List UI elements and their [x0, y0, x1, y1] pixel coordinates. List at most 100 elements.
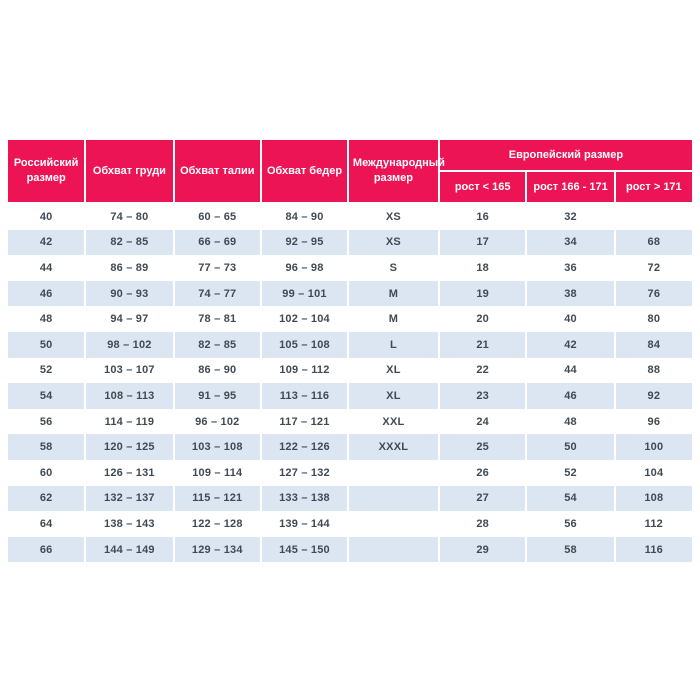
size-table-body: 40 74 – 80 60 – 65 84 – 90 XS 16 32 42 82 – 85 66…: [8, 203, 692, 563]
table-cell: 96: [614, 408, 692, 435]
table-cell: XS: [347, 229, 440, 256]
table-row: 58 120 – 125 103 – 108 122 – 126 XXXL 25 50 100: [8, 434, 692, 460]
header-height-lt-165: рост < 165: [438, 171, 528, 204]
table-cell: 96 – 102: [173, 408, 263, 435]
table-cell: 82 – 85: [173, 331, 263, 358]
table-row: 42 82 – 85 66 – 69 92 – 95 XS 17 34 68: [8, 229, 692, 256]
table-cell: 145 – 150: [261, 536, 349, 563]
table-cell: 108 – 113: [85, 383, 175, 409]
table-row: 40 74 – 80 60 – 65 84 – 90 XS 16 32: [8, 203, 692, 230]
header-hips: Обхват бедер: [261, 140, 349, 204]
table-cell: XXXL: [347, 434, 440, 460]
table-cell: XL: [347, 383, 440, 409]
table-cell: 66 – 69: [173, 229, 263, 256]
table-cell: 54: [526, 485, 616, 512]
table-cell: 104: [614, 459, 692, 486]
table-cell: 64: [8, 511, 87, 537]
table-row: 52 103 – 107 86 – 90 109 – 112 XL 22 44 88: [8, 357, 692, 384]
table-cell: 54: [8, 383, 87, 409]
header-chest: Обхват груди: [85, 140, 175, 204]
table-cell: 103 – 107: [85, 357, 175, 384]
table-cell: [347, 536, 440, 563]
table-cell: 72: [614, 255, 692, 281]
header-height-166-171: рост 166 - 171: [526, 171, 616, 204]
table-cell: 109 – 114: [173, 459, 263, 486]
table-cell: 76: [614, 280, 692, 307]
table-cell: 80: [614, 306, 692, 332]
table-row: 50 98 – 102 82 – 85 105 – 108 L 21 42 84: [8, 331, 692, 358]
table-cell: 18: [438, 255, 528, 281]
table-cell: 86 – 90: [173, 357, 263, 384]
table-cell: XXL: [347, 408, 440, 435]
table-cell: 98 – 102: [85, 331, 175, 358]
table-cell: M: [347, 306, 440, 332]
size-table: Российский размер Обхват груди Обхват та…: [8, 140, 692, 563]
table-cell: XS: [347, 203, 440, 230]
table-cell: 132 – 137: [85, 485, 175, 512]
table-cell: 102 – 104: [261, 306, 349, 332]
table-cell: 96 – 98: [261, 255, 349, 281]
table-cell: XL: [347, 357, 440, 384]
table-cell: 122 – 128: [173, 511, 263, 537]
table-cell: 42: [526, 331, 616, 358]
table-cell: 58: [526, 536, 616, 563]
table-row: 48 94 – 97 78 – 81 102 – 104 M 20 40 80: [8, 306, 692, 332]
table-cell: [347, 459, 440, 486]
table-cell: 52: [526, 459, 616, 486]
table-cell: 115 – 121: [173, 485, 263, 512]
header-row-main: Российский размер Обхват груди Обхват та…: [8, 140, 692, 204]
table-cell: 20: [438, 306, 528, 332]
table-cell: 60: [8, 459, 87, 486]
table-cell: 74 – 80: [85, 203, 175, 230]
table-cell: L: [347, 331, 440, 358]
table-cell: 114 – 119: [85, 408, 175, 435]
table-cell: 44: [8, 255, 87, 281]
table-cell: 52: [8, 357, 87, 384]
table-cell: 40: [526, 306, 616, 332]
table-cell: 25: [438, 434, 528, 460]
table-cell: 40: [8, 203, 87, 230]
table-cell: 22: [438, 357, 528, 384]
table-cell: S: [347, 255, 440, 281]
table-cell: 92: [614, 383, 692, 409]
table-cell: 34: [526, 229, 616, 256]
table-cell: 23: [438, 383, 528, 409]
table-cell: 50: [526, 434, 616, 460]
header-height-gt-171: рост > 171: [614, 171, 692, 204]
table-cell: 46: [526, 383, 616, 409]
table-cell: 26: [438, 459, 528, 486]
table-cell: 94 – 97: [85, 306, 175, 332]
table-row: 46 90 – 93 74 – 77 99 – 101 M 19 38 76: [8, 280, 692, 307]
table-cell: 28: [438, 511, 528, 537]
header-international-size: Международный размер: [347, 140, 445, 204]
table-cell: 84 – 90: [261, 203, 349, 230]
table-cell: 133 – 138: [261, 485, 349, 512]
table-cell: [347, 485, 440, 512]
table-row: 62 132 – 137 115 – 121 133 – 138 27 54 108: [8, 485, 692, 512]
table-cell: 77 – 73: [173, 255, 263, 281]
table-cell: 90 – 93: [85, 280, 175, 307]
table-cell: [347, 511, 440, 537]
table-cell: 66: [8, 536, 87, 563]
table-cell: 42: [8, 229, 87, 256]
table-cell: 50: [8, 331, 87, 358]
header-european-size: Европейский размер: [438, 140, 692, 172]
table-cell: 21: [438, 331, 528, 358]
table-cell: 36: [526, 255, 616, 281]
table-cell: 84: [614, 331, 692, 358]
table-cell: 122 – 126: [261, 434, 349, 460]
table-cell: 48: [526, 408, 616, 435]
table-cell: 62: [8, 485, 87, 512]
table-cell: 129 – 134: [173, 536, 263, 563]
table-cell: 127 – 132: [261, 459, 349, 486]
table-row: 66 144 – 149 129 – 134 145 – 150 29 58 116: [8, 536, 692, 563]
table-cell: 88: [614, 357, 692, 384]
table-cell: 139 – 144: [261, 511, 349, 537]
table-row: 64 138 – 143 122 – 128 139 – 144 28 56 112: [8, 511, 692, 537]
table-cell: 32: [526, 203, 616, 230]
size-table-header: Российский размер Обхват груди Обхват та…: [8, 140, 692, 204]
table-cell: M: [347, 280, 440, 307]
header-row-sub: рост < 165 рост 166 - 171 рост > 171: [8, 171, 692, 204]
table-cell: 17: [438, 229, 528, 256]
table-cell: 56: [526, 511, 616, 537]
